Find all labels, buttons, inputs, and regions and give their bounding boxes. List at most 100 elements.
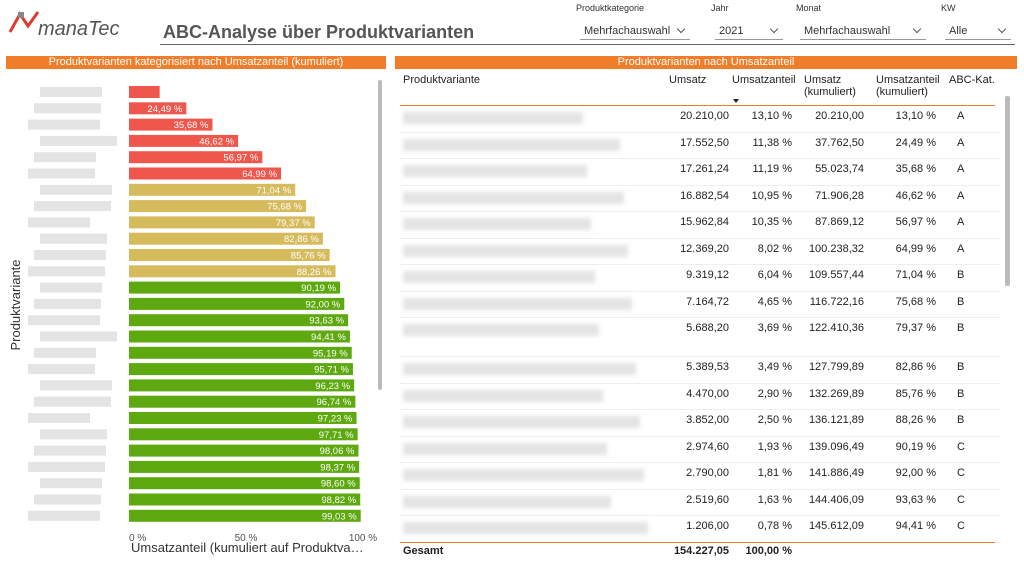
cell: 100.238,32 (808, 242, 864, 255)
row-bg (400, 186, 1000, 212)
name-placeholder (403, 165, 587, 177)
filter-dropdown[interactable]: Alle (945, 22, 1011, 40)
cell: 132.269,89 (808, 387, 864, 400)
cell: 13,10 % (751, 110, 792, 122)
cell: 17.261,24 (680, 163, 729, 175)
name-placeholder (403, 324, 599, 336)
cell: 136.121,89 (808, 414, 864, 426)
name-placeholder (40, 87, 102, 97)
cell: A (957, 110, 965, 122)
cell: 13,10 % (895, 110, 936, 122)
cell: 2.974,60 (686, 440, 729, 453)
row-bg (400, 292, 1000, 318)
name-placeholder (34, 250, 106, 260)
name-placeholder (403, 191, 624, 204)
header-rule (160, 44, 1015, 45)
bar (129, 493, 361, 506)
cell: 93,63 % (895, 493, 936, 506)
column-header[interactable]: Umsatzanteil (kumuliert) (876, 74, 940, 98)
cell: 37.762,50 (815, 136, 864, 149)
cell: A (957, 242, 965, 255)
column-header[interactable]: Umsatzanteil (732, 74, 796, 86)
cell: 17.552,50 (680, 136, 729, 149)
cell: C (957, 493, 965, 506)
value-label: 96,23 % (315, 381, 350, 392)
cell: B (957, 387, 965, 400)
value-label: 97,23 % (318, 414, 353, 425)
cell: 1,81 % (757, 467, 792, 479)
cell: 71.906,28 (815, 189, 864, 202)
cell: 4,65 % (757, 295, 792, 308)
cell: B (957, 269, 965, 281)
value-label: 98,60 % (321, 479, 356, 490)
total-cell: 100,00 % (745, 545, 792, 557)
filter-dropdown[interactable]: Mehrfachauswahl (580, 22, 690, 40)
cell: 3,49 % (757, 361, 792, 373)
cell: 10,95 % (751, 189, 792, 202)
value-label: 90,19 % (301, 283, 336, 294)
value-label: 35,68 % (174, 120, 209, 131)
filter-label: Monat (796, 3, 822, 13)
bar (129, 86, 160, 98)
value-label: 94,41 % (311, 332, 346, 343)
table: Produktvariante Umsatz Umsatzanteil Umsatz … (395, 70, 1017, 574)
cell: B (957, 414, 965, 426)
total-cell: Gesamt (403, 545, 444, 557)
name-placeholder (28, 315, 100, 326)
cell: 15.962,84 (680, 216, 729, 228)
name-placeholder (34, 103, 101, 114)
cell: 144.406,09 (808, 493, 864, 506)
cell: 85,76 % (895, 387, 936, 400)
value-label: 71,04 % (256, 185, 291, 196)
cell: 87.869,12 (815, 216, 864, 228)
cell: A (957, 189, 965, 202)
name-placeholder (40, 233, 107, 244)
cell: 145.612,09 (808, 520, 864, 532)
chart-title: Produktvarianten kategorisiert nach Umsa… (6, 56, 386, 69)
scrollbar[interactable] (378, 80, 382, 390)
column-header[interactable]: Umsatz (669, 74, 707, 86)
cell: 3,69 % (757, 322, 792, 334)
row-bg (400, 212, 1000, 239)
cell: 75,68 % (895, 295, 936, 308)
value-label: 79,37 % (276, 218, 311, 229)
name-placeholder (28, 413, 90, 423)
table-title: Produktvarianten nach Umsatzanteil (395, 56, 1017, 69)
name-placeholder (28, 510, 100, 521)
name-placeholder (40, 282, 102, 293)
cell: 16.882,54 (680, 189, 729, 202)
row-bg (400, 384, 1000, 410)
cell: A (957, 163, 965, 175)
filter-dropdown[interactable]: Mehrfachauswahl (800, 22, 926, 40)
bar (129, 460, 360, 473)
value-label: 56,97 % (223, 153, 258, 164)
column-header[interactable]: Umsatz (kumuliert) (804, 74, 856, 98)
name-placeholder (34, 494, 101, 505)
value-label: 24,49 % (147, 104, 182, 115)
header-rule (400, 105, 995, 106)
value-label: 99,03 % (322, 511, 357, 522)
table-scrollbar[interactable] (1005, 96, 1010, 286)
row-bg (400, 239, 1000, 265)
bar (129, 134, 239, 147)
name-placeholder (28, 119, 100, 130)
cell: 2,50 % (757, 414, 792, 426)
name-placeholder (34, 298, 101, 309)
value-label: 98,82 % (321, 495, 356, 506)
column-header[interactable]: ABC-Kat. (949, 74, 995, 86)
x-tick-label: 0 % (129, 533, 146, 544)
cell: 64,99 % (895, 242, 936, 255)
name-placeholder (40, 380, 112, 391)
name-placeholder (34, 152, 96, 163)
value-label: 82,86 % (284, 234, 319, 245)
cell: 9.319,12 (686, 269, 729, 281)
name-placeholder (34, 201, 111, 212)
chart: Produktvariante Umsatzanteil (kumuliert … (8, 80, 382, 555)
bar (129, 379, 355, 392)
value-label: 92,00 % (305, 299, 340, 310)
cell: 2.790,00 (686, 467, 729, 479)
bar (129, 363, 353, 376)
filter-dropdown[interactable]: 2021 (715, 22, 783, 40)
cell: 5.688,20 (686, 322, 729, 334)
